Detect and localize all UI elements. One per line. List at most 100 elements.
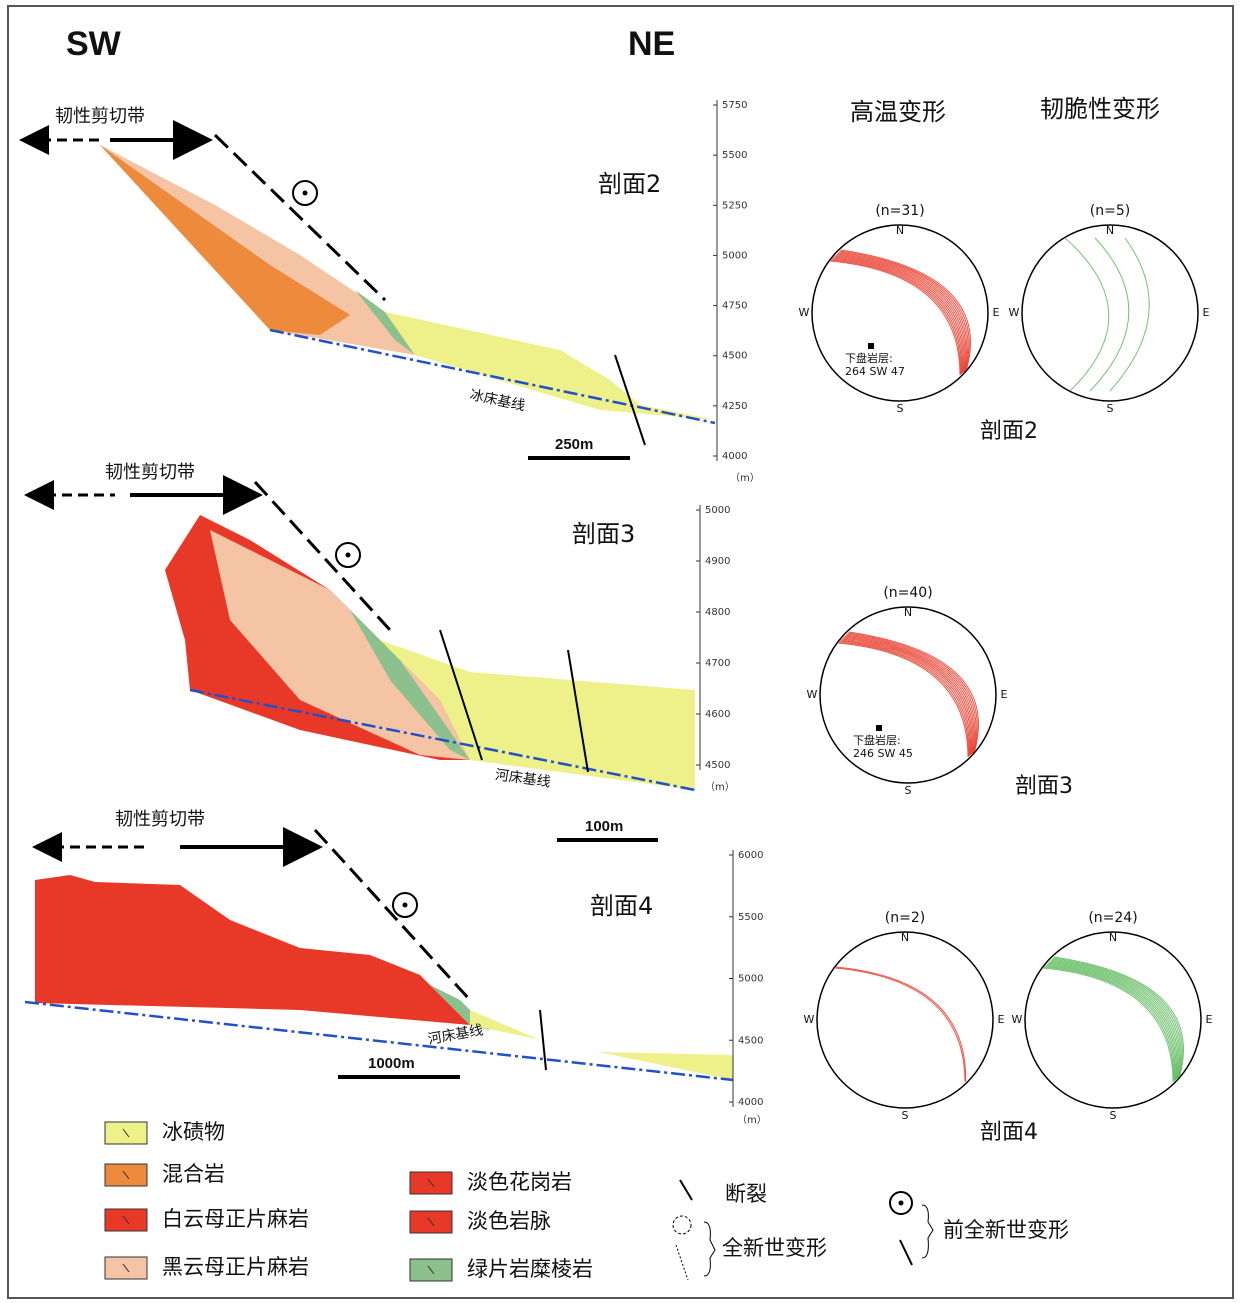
net-count: (n=40) bbox=[883, 585, 932, 601]
great-circle bbox=[838, 251, 969, 371]
net-count: (n=24) bbox=[1088, 910, 1137, 926]
section-2: 韧性剪切带 剖面2 冰床基线 250m bbox=[18, 106, 716, 460]
baseline bbox=[269, 328, 716, 425]
section-title: 剖面2 bbox=[598, 170, 661, 198]
compass-label: S bbox=[1107, 402, 1114, 415]
compass-label: N bbox=[901, 931, 909, 944]
compass-label: E bbox=[993, 306, 1000, 319]
compass-label: N bbox=[1106, 224, 1114, 237]
axis-tick-label: 5000 bbox=[738, 974, 763, 985]
scale-label: 100m bbox=[585, 818, 623, 835]
great-circle bbox=[848, 631, 979, 752]
biotite-gneiss bbox=[100, 145, 415, 355]
great-circle bbox=[838, 641, 970, 757]
fault bbox=[539, 1009, 547, 1071]
shear-zone-label: 韧性剪切带 bbox=[55, 106, 145, 127]
great-circle bbox=[1050, 959, 1181, 1079]
fault bbox=[213, 133, 387, 302]
legend-label: 白云母正片麻岩 bbox=[162, 1207, 309, 1231]
fault bbox=[313, 828, 472, 1002]
legend-label: 断裂 bbox=[725, 1182, 767, 1206]
baseline-label: 河床基线 bbox=[426, 1021, 484, 1047]
axis-tick-label: 4000 bbox=[722, 451, 747, 462]
great-circle bbox=[1051, 958, 1182, 1078]
compass-label: W bbox=[1009, 306, 1020, 319]
pre-holocene-symbol bbox=[898, 1200, 904, 1206]
legend-label: 前全新世变形 bbox=[943, 1218, 1069, 1242]
migmatite bbox=[100, 145, 350, 335]
legend: 断裂 全新世变形 前全新世变形 bbox=[672, 1179, 1069, 1281]
compass-label: E bbox=[1203, 306, 1210, 319]
compass-label: N bbox=[1109, 931, 1117, 944]
col-title: 韧脆性变形 bbox=[1040, 95, 1160, 123]
stereonet: (n=31) N E S W 下盘岩层:264 SW 47 bbox=[799, 203, 1000, 415]
compass-label: W bbox=[799, 306, 810, 319]
net-circle bbox=[811, 224, 989, 402]
legend-swatch-mark bbox=[122, 1263, 130, 1273]
great-circle bbox=[837, 252, 968, 372]
frame bbox=[7, 5, 1234, 1299]
legend-label: 冰碛物 bbox=[162, 1120, 225, 1144]
axis-tick-label: 5250 bbox=[722, 200, 747, 211]
stereonet: (n=5) N E S W bbox=[1009, 203, 1210, 415]
great-circle bbox=[841, 638, 972, 756]
fault bbox=[253, 480, 392, 632]
section-title: 剖面3 bbox=[572, 520, 635, 548]
great-circle bbox=[836, 253, 967, 372]
pole bbox=[868, 343, 874, 349]
great-circle bbox=[1052, 957, 1183, 1078]
pole bbox=[876, 725, 882, 731]
great-circle bbox=[1042, 967, 1174, 1083]
symbol bbox=[302, 190, 308, 196]
great-circle bbox=[1089, 237, 1130, 392]
symbol bbox=[392, 892, 418, 918]
great-circle bbox=[1049, 960, 1180, 1079]
moraine bbox=[385, 312, 715, 420]
great-circle bbox=[831, 258, 962, 375]
legend-swatch-mark bbox=[122, 1170, 130, 1180]
great-circle bbox=[1064, 237, 1110, 392]
compass-label: E bbox=[1001, 688, 1008, 701]
net-circle bbox=[819, 606, 997, 784]
axis-tick-label: 5750 bbox=[722, 100, 747, 111]
compass-label: N bbox=[896, 224, 904, 237]
legend-label: 黑云母正片麻岩 bbox=[162, 1255, 309, 1279]
great-circle bbox=[1046, 963, 1177, 1081]
great-circle bbox=[1047, 962, 1178, 1080]
pre-holocene-symbol bbox=[889, 1191, 913, 1215]
great-circle bbox=[840, 639, 971, 756]
baseline bbox=[189, 688, 696, 792]
section-3: 韧性剪切带 剖面3 河床基线 100m bbox=[23, 462, 696, 842]
stereonet-section-label: 剖面4 bbox=[980, 1120, 1038, 1145]
great-circle bbox=[847, 632, 978, 753]
symbol bbox=[292, 180, 318, 206]
legend-label: 淡色岩脉 bbox=[467, 1209, 551, 1233]
fault-symbol bbox=[679, 1179, 693, 1201]
section-4: 韧性剪切带 剖面4 河床基线 1000m bbox=[24, 809, 734, 1082]
great-circle bbox=[845, 634, 976, 754]
legend-label: 混合岩 bbox=[162, 1162, 225, 1186]
brace bbox=[703, 1221, 716, 1277]
greenschist bbox=[355, 290, 415, 355]
axis-tick-label: 4750 bbox=[722, 301, 747, 312]
legend-label: 全新世变形 bbox=[722, 1236, 827, 1260]
axis-tick-label: 4700 bbox=[705, 658, 730, 669]
shear-zone-label: 韧性剪切带 bbox=[115, 809, 205, 830]
axis-tick-label: 4000 bbox=[738, 1097, 763, 1108]
great-circle bbox=[1053, 956, 1184, 1077]
stereonet-section-label: 剖面3 bbox=[1015, 774, 1073, 799]
brace bbox=[921, 1204, 934, 1259]
axis-unit: （m） bbox=[730, 472, 760, 484]
net-circle bbox=[816, 931, 994, 1109]
baseline-label: 河床基线 bbox=[494, 766, 552, 791]
biotite-gneiss bbox=[210, 530, 470, 760]
holocene-symbol bbox=[675, 1244, 689, 1281]
compass-label: S bbox=[897, 402, 904, 415]
moraine bbox=[470, 1010, 733, 1080]
symbol bbox=[345, 552, 351, 558]
symbol bbox=[335, 542, 361, 568]
compass-label: E bbox=[998, 1013, 1005, 1026]
compass-label: E bbox=[1206, 1013, 1213, 1026]
great-circle bbox=[1045, 964, 1176, 1081]
great-circle bbox=[834, 255, 965, 373]
